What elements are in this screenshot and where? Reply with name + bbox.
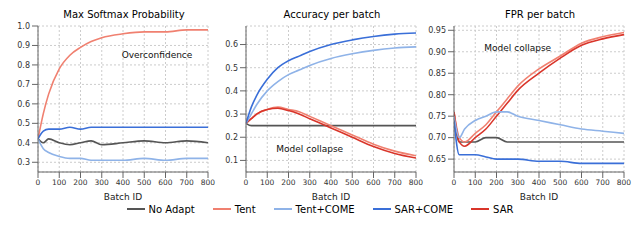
svg-text:800: 800 bbox=[409, 178, 424, 187]
svg-text:300: 300 bbox=[303, 178, 318, 187]
svg-text:Batch ID: Batch ID bbox=[312, 192, 350, 200]
svg-text:0.5: 0.5 bbox=[225, 64, 238, 73]
svg-text:0.80: 0.80 bbox=[428, 91, 446, 100]
svg-text:0.8: 0.8 bbox=[17, 61, 30, 70]
svg-text:0.85: 0.85 bbox=[428, 69, 446, 78]
svg-text:600: 600 bbox=[366, 178, 381, 187]
svg-text:200: 200 bbox=[73, 178, 88, 187]
svg-text:200: 200 bbox=[489, 178, 504, 187]
svg-text:Batch ID: Batch ID bbox=[104, 192, 142, 200]
svg-text:0.75: 0.75 bbox=[428, 112, 446, 121]
svg-text:0: 0 bbox=[36, 178, 41, 187]
svg-text:0.6: 0.6 bbox=[225, 40, 238, 49]
svg-text:200: 200 bbox=[281, 178, 296, 187]
svg-text:0.5: 0.5 bbox=[17, 119, 30, 128]
svg-text:100: 100 bbox=[52, 178, 67, 187]
svg-text:600: 600 bbox=[158, 178, 173, 187]
svg-text:800: 800 bbox=[617, 178, 632, 187]
html-text:Accuracy per batch: Accuracy per batch bbox=[283, 9, 381, 20]
svg-text:400: 400 bbox=[324, 178, 339, 187]
html-text:Max Softmax Probability: Max Softmax Probability bbox=[63, 9, 185, 20]
html-text:SAR+COME: SAR+COME bbox=[394, 203, 454, 215]
svg-text:300: 300 bbox=[95, 178, 110, 187]
svg-text:Model collapse: Model collapse bbox=[276, 144, 343, 154]
html-text:SAR: SAR bbox=[493, 203, 514, 215]
svg-text:0.65: 0.65 bbox=[428, 155, 446, 164]
svg-text:800: 800 bbox=[201, 178, 216, 187]
svg-text:Overconfidence: Overconfidence bbox=[122, 50, 193, 60]
svg-text:500: 500 bbox=[345, 178, 360, 187]
svg-text:100: 100 bbox=[468, 178, 483, 187]
svg-text:0.3: 0.3 bbox=[225, 110, 238, 119]
svg-text:500: 500 bbox=[553, 178, 568, 187]
svg-text:700: 700 bbox=[596, 178, 611, 187]
svg-text:1.0: 1.0 bbox=[17, 22, 30, 31]
svg-text:0.4: 0.4 bbox=[17, 139, 30, 148]
svg-text:0.7: 0.7 bbox=[17, 80, 30, 89]
svg-text:0.90: 0.90 bbox=[428, 48, 446, 57]
svg-text:0.1: 0.1 bbox=[225, 156, 238, 165]
svg-text:0.6: 0.6 bbox=[17, 100, 30, 109]
svg-text:0.3: 0.3 bbox=[17, 158, 30, 167]
svg-text:0.2: 0.2 bbox=[225, 133, 238, 142]
svg-text:100: 100 bbox=[260, 178, 275, 187]
svg-text:0.70: 0.70 bbox=[428, 133, 446, 142]
svg-text:Batch ID: Batch ID bbox=[520, 192, 558, 200]
svg-text:Model collapse: Model collapse bbox=[484, 43, 551, 53]
html-text:FPR per batch: FPR per batch bbox=[505, 9, 575, 20]
html-text:Tent: Tent bbox=[234, 203, 256, 215]
svg-text:0.4: 0.4 bbox=[225, 87, 238, 96]
svg-text:0.9: 0.9 bbox=[17, 41, 30, 50]
html-text:No Adapt: No Adapt bbox=[148, 203, 195, 215]
html-text:Tent+COME: Tent+COME bbox=[295, 203, 355, 215]
svg-text:700: 700 bbox=[388, 178, 403, 187]
svg-text:0: 0 bbox=[244, 178, 249, 187]
svg-text:0: 0 bbox=[452, 178, 457, 187]
svg-text:0.95: 0.95 bbox=[428, 26, 446, 35]
svg-text:600: 600 bbox=[574, 178, 589, 187]
svg-text:700: 700 bbox=[180, 178, 195, 187]
svg-text:400: 400 bbox=[532, 178, 547, 187]
svg-text:300: 300 bbox=[511, 178, 526, 187]
svg-text:400: 400 bbox=[116, 178, 131, 187]
svg-text:500: 500 bbox=[137, 178, 152, 187]
